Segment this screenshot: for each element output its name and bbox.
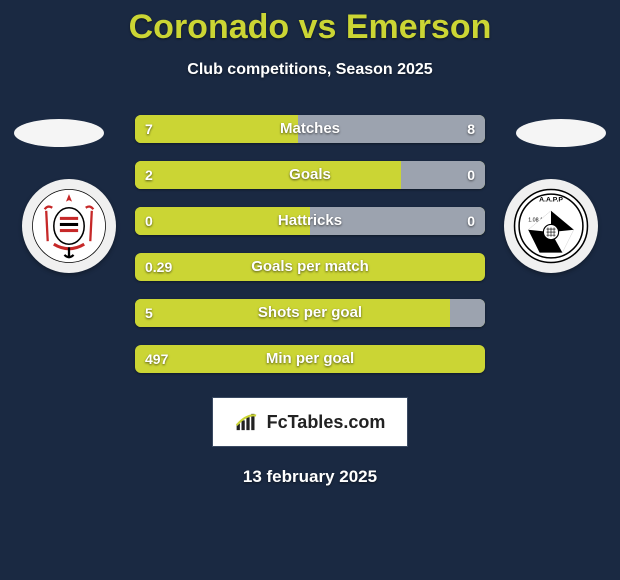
ponte-preta-crest-icon: A.A.P.P 1.08.190 [513, 188, 589, 264]
header: Coronado vs Emerson Club competitions, S… [0, 0, 620, 79]
stat-value-right: 0 [457, 207, 485, 235]
stat-label: Min per goal [135, 345, 485, 373]
stat-row: Hattricks0 0 [135, 207, 485, 235]
shadow-oval-right [516, 119, 606, 147]
stat-value-left: 5 [135, 299, 163, 327]
svg-text:A.A.P.P: A.A.P.P [539, 197, 563, 204]
corinthians-crest-icon [31, 188, 107, 264]
stat-value-left: 2 [135, 161, 163, 189]
stat-value-right: 0 [457, 161, 485, 189]
stat-value-left: 0.29 [135, 253, 182, 281]
comparison-stage: A.A.P.P 1.08.190 Matches78Goals20Hattric… [0, 109, 620, 389]
fctables-logo-icon [235, 411, 261, 433]
stat-row: Shots per goal5 [135, 299, 485, 327]
page-title: Coronado vs Emerson [0, 8, 620, 47]
stat-label: Goals [135, 161, 485, 189]
stat-label: Matches [135, 115, 485, 143]
stat-value-left: 497 [135, 345, 178, 373]
shadow-oval-left [14, 119, 104, 147]
subtitle: Club competitions, Season 2025 [0, 61, 620, 79]
team-crest-right: A.A.P.P 1.08.190 [504, 179, 598, 273]
stat-value-left: 7 [135, 115, 163, 143]
stat-value-right: 8 [457, 115, 485, 143]
stat-label: Goals per match [135, 253, 485, 281]
footer: FcTables.com 13 february 2025 [0, 397, 620, 487]
stat-value-left: 0 [135, 207, 163, 235]
brand-text: FcTables.com [267, 412, 386, 433]
team-crest-left [22, 179, 116, 273]
stat-row: Goals per match0.29 [135, 253, 485, 281]
stat-bars: Matches78Goals20Hattricks00Goals per mat… [135, 115, 485, 391]
brand-badge: FcTables.com [212, 397, 408, 447]
stat-label: Hattricks [135, 207, 485, 235]
date-text: 13 february 2025 [0, 467, 620, 487]
stat-row: Goals2 0 [135, 161, 485, 189]
stat-label: Shots per goal [135, 299, 485, 327]
stat-row: Matches7 8 [135, 115, 485, 143]
stat-row: Min per goal497 [135, 345, 485, 373]
